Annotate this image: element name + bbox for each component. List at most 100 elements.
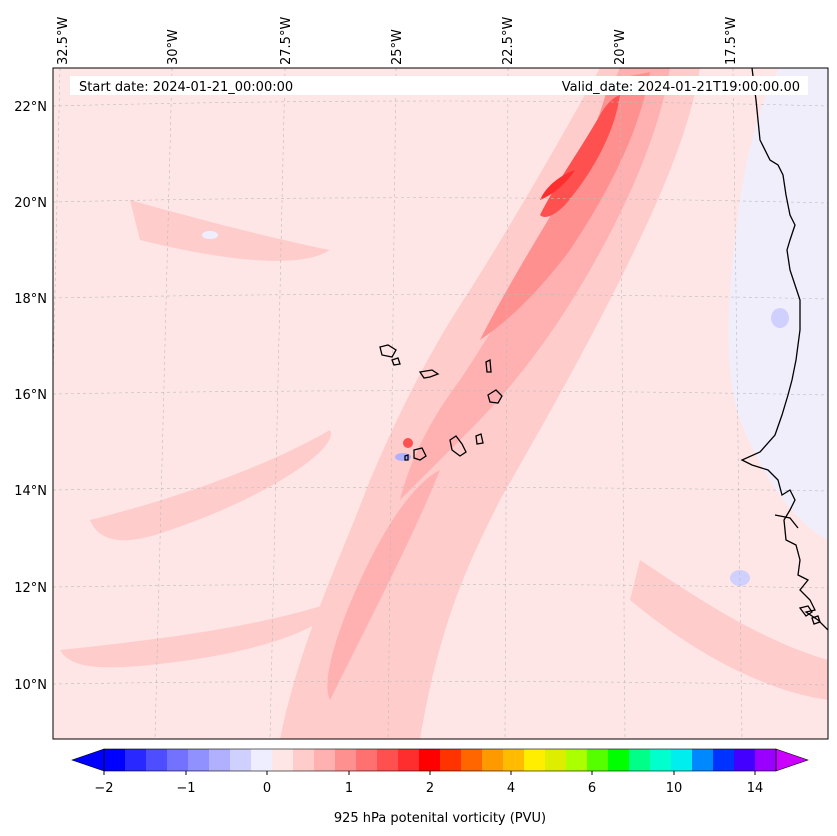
colorbar-cell [629, 749, 651, 771]
colorbar-cell [545, 749, 567, 771]
pv-field [60, 68, 828, 739]
lat-line-22 [53, 100, 828, 107]
lat-line-12 [53, 583, 828, 589]
start-date-label: Start date: 2024-01-21_00:00:00 [79, 80, 293, 95]
lat-line-18 [53, 293, 828, 300]
pv-contour-strong-core [480, 72, 650, 340]
colorbar-tick-label: 0 [263, 781, 271, 796]
colorbar-cell [503, 749, 525, 771]
colorbar-cell [671, 749, 693, 771]
lon-label: 25°W [390, 29, 405, 65]
island-santiago [449, 435, 467, 457]
lat-line-10 [53, 680, 828, 686]
lon-label: 22.5°W [501, 17, 516, 65]
lat-line-14 [53, 486, 828, 492]
colorbar-cells [104, 749, 777, 771]
colorbar: −2 −1 0 1 2 4 6 10 14 925 hPa potenital … [71, 748, 809, 826]
colorbar-title: 925 hPa potenital vorticity (PVU) [334, 811, 546, 826]
colorbar-cell [398, 749, 420, 771]
colorbar-cell [125, 749, 147, 771]
colorbar-cell [146, 749, 168, 771]
colorbar-cell [167, 749, 189, 771]
pv-contour-light-low [60, 600, 340, 668]
colorbar-under-triangle [71, 748, 105, 772]
colorbar-cell [230, 749, 252, 771]
island-brava [404, 454, 409, 461]
date-banner [70, 76, 808, 95]
lat-line-20 [53, 197, 828, 204]
map-frame [52, 67, 829, 740]
africa-coastline [740, 68, 828, 631]
pv-contour-peak [540, 170, 575, 200]
island-boa-vista [487, 389, 503, 404]
colorbar-cell [419, 749, 441, 771]
lat-label: 16°N [14, 388, 47, 403]
island-sao-vicente [391, 357, 401, 366]
island-santo-antao [379, 344, 397, 358]
lon-line-30 [154, 68, 173, 739]
lon-line-17-5 [732, 68, 743, 739]
longitude-labels: 32.5°W 30°W 27.5°W 25°W 22.5°W 20°W 17.5… [56, 17, 739, 65]
african-coast-inlet [774, 514, 799, 529]
colorbar-tick-label: 6 [588, 781, 596, 796]
lon-label: 32.5°W [56, 17, 71, 65]
colorbar-cell [104, 749, 126, 771]
pv-contour-medium-tail [327, 470, 440, 700]
colorbar-cell [440, 749, 462, 771]
colorbar-frame [103, 748, 777, 772]
colorbar-ticks: −2 −1 0 1 2 4 6 10 14 [94, 771, 763, 796]
island-sal [485, 358, 492, 373]
colorbar-tick-label: 2 [426, 781, 434, 796]
lon-label: 20°W [613, 29, 628, 65]
colorbar-cell [209, 749, 231, 771]
colorbar-cell [314, 749, 336, 771]
pv-contour-light-mid [90, 430, 331, 541]
colorbar-tick-label: 1 [345, 781, 353, 796]
lat-label: 22°N [14, 100, 47, 115]
lon-label: 30°W [166, 29, 181, 65]
colorbar-cell [461, 749, 483, 771]
colorbar-cell [713, 749, 735, 771]
pv-negative-blob-1 [771, 308, 789, 328]
lat-label: 20°N [14, 196, 47, 211]
valid-date-label: Valid_date: 2024-01-21T19:00:00.00 [562, 80, 800, 95]
lon-line-20 [619, 68, 626, 739]
colorbar-cell [755, 749, 777, 771]
lon-line-27-5 [269, 68, 286, 739]
colorbar-cell [734, 749, 756, 771]
pv-negative-blob-4 [202, 231, 218, 239]
lat-label: 10°N [14, 678, 47, 693]
pv-negative-east [700, 68, 828, 540]
lat-label: 14°N [14, 484, 47, 499]
latitude-labels: 22°N 20°N 18°N 16°N 14°N 12°N 10°N [14, 100, 47, 693]
colorbar-cell [188, 749, 210, 771]
lon-label: 17.5°W [724, 17, 739, 65]
lon-label: 27.5°W [279, 17, 294, 65]
colorbar-cell [251, 749, 273, 771]
lat-label: 18°N [14, 292, 47, 307]
colorbar-cell [566, 749, 588, 771]
colorbar-cell [356, 749, 378, 771]
pv-local-max [403, 438, 413, 448]
colorbar-cell [524, 749, 546, 771]
colorbar-tick-label: −1 [176, 781, 195, 796]
map-panel: Start date: 2024-01-21_00:00:00 Valid_da… [14, 17, 829, 740]
colorbar-cell [293, 749, 315, 771]
bijagos-islands [798, 605, 821, 625]
colorbar-tick-label: −2 [94, 781, 113, 796]
pv-contour-light-left [130, 200, 330, 261]
colorbar-cell [335, 749, 357, 771]
colorbar-cell [482, 749, 504, 771]
colorbar-cell [692, 749, 714, 771]
coastlines [379, 68, 828, 631]
colorbar-cell [650, 749, 672, 771]
colorbar-tick-label: 4 [507, 781, 515, 796]
lon-line-22-5 [504, 68, 509, 739]
graticule [53, 68, 828, 739]
colorbar-cell [377, 749, 399, 771]
pv-contour-light-east [630, 560, 828, 700]
island-maio [475, 433, 484, 445]
colorbar-cell [587, 749, 609, 771]
lat-label: 12°N [14, 581, 47, 596]
